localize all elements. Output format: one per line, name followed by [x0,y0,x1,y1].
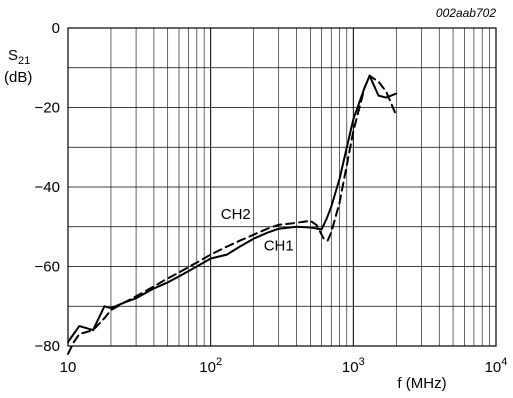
x-tick-base: 10 [485,359,502,376]
x-tick-exponent: 2 [216,356,222,368]
x-tick-label: 103 [342,356,365,376]
x-tick-base: 10 [60,359,77,376]
grid [68,28,496,346]
x-tick-label: 104 [485,356,508,376]
series-ch2-line [67,74,398,355]
y-tick-label: −80 [35,338,60,355]
figure-code: 002aab702 [436,6,496,20]
y-axis-label: S21 [8,47,30,67]
x-tick-exponent: 4 [501,356,507,368]
series-ch2-label: CH2 [221,206,251,223]
x-tick-exponent: 3 [359,356,365,368]
y-tick-label: 0 [52,20,60,37]
y-tick-label: −40 [35,179,60,196]
y-axis-label-subscript: 21 [18,55,30,67]
y-axis-label-main: S [8,47,18,64]
y-axis-unit: (dB) [4,69,32,86]
x-axis-label: f (MHz) [397,375,446,392]
series-ch1-label: CH1 [264,238,294,255]
x-tick-label: 10 [60,359,77,376]
x-tick-base: 10 [342,359,359,376]
plot-frame [67,27,497,347]
y-tick-label: −60 [35,259,60,276]
x-tick-base: 10 [199,359,216,376]
y-tick-label: −20 [35,100,60,117]
x-tick-label: 102 [199,356,222,376]
series-layer: CH1 CH2 [67,74,398,355]
